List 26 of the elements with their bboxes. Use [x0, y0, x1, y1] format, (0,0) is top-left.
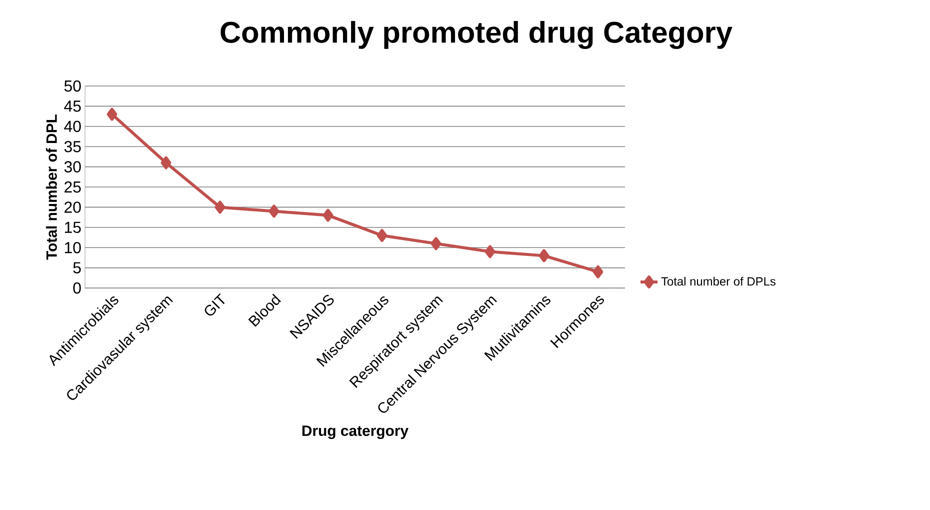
y-tick-label: 10: [64, 242, 81, 254]
point: [214, 200, 226, 214]
point: [430, 237, 442, 250]
y-tick-label: 5: [73, 262, 81, 274]
point: [376, 229, 388, 242]
point: [322, 208, 334, 222]
point: [160, 156, 172, 170]
y-tick-label: 40: [64, 120, 81, 132]
chart-title: Commonly promoted drug Category: [220, 21, 732, 49]
y-tick-label: 15: [64, 222, 81, 233]
point: [538, 249, 550, 262]
y-tick-label: 50: [64, 80, 81, 92]
y-tick-label: 45: [64, 100, 81, 112]
y-tick-label: 35: [64, 140, 81, 152]
y-tick-label: 20: [64, 202, 81, 213]
x-tick-label: GIT: [204, 293, 225, 316]
y-tick-label: 30: [64, 161, 81, 172]
legend-label: Total number of DPLs: [661, 276, 776, 286]
y-tick-label: 25: [64, 181, 81, 193]
x-axis-title: Drug catergory: [302, 426, 408, 440]
point: [268, 204, 280, 218]
point: [484, 245, 496, 258]
point: [592, 265, 604, 278]
y-tick-label: 0: [73, 282, 81, 294]
y-axis-title: Total number of DPL: [46, 114, 57, 260]
point: [106, 108, 118, 121]
